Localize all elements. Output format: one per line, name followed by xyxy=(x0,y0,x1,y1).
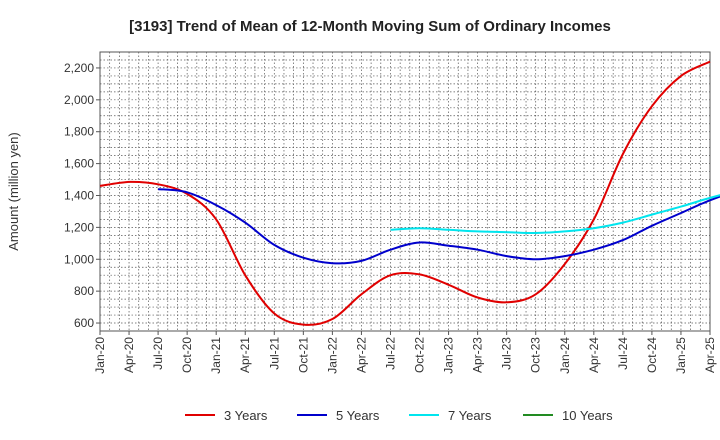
x-tick-label: Apr-21 xyxy=(238,337,252,373)
x-tick-label: Apr-24 xyxy=(587,337,601,373)
series-line-7-years xyxy=(390,194,720,235)
y-tick-label: 1,800 xyxy=(64,125,94,139)
y-tick-label: 2,200 xyxy=(64,61,94,75)
x-tick-label: Oct-22 xyxy=(413,337,427,373)
legend-label-3-years: 3 Years xyxy=(224,408,268,423)
x-tick-label: Jul-21 xyxy=(267,337,281,370)
x-tick-label: Jul-24 xyxy=(616,337,630,370)
y-tick-label: 600 xyxy=(74,316,94,330)
legend-label-5-years: 5 Years xyxy=(336,408,380,423)
y-tick-label: 1,400 xyxy=(64,188,94,202)
x-tick-label: Oct-24 xyxy=(645,337,659,373)
x-tick-label: Jan-24 xyxy=(558,337,572,374)
x-tick-label: Oct-20 xyxy=(180,337,194,373)
y-axis-label: Amount (million yen) xyxy=(6,132,21,251)
legend-label-7-years: 7 Years xyxy=(448,408,492,423)
y-tick-label: 1,600 xyxy=(64,157,94,171)
x-tick-label: Apr-25 xyxy=(703,337,717,373)
x-tick-label: Apr-22 xyxy=(354,337,368,373)
x-tick-label: Oct-23 xyxy=(529,337,543,373)
series-line-3-years xyxy=(99,60,711,326)
legend: 3 Years 5 Years 7 Years 10 Years xyxy=(185,408,613,423)
y-tick-label: 800 xyxy=(74,284,94,298)
x-tick-label: Jul-23 xyxy=(500,337,514,370)
y-tick-label: 2,000 xyxy=(64,93,94,107)
x-axis: Jan-20 Apr-20 Jul-20 Oct-20 Jan-21 Apr-21 Jul-… xyxy=(93,331,717,374)
grid xyxy=(99,51,711,331)
x-tick-label: Jul-20 xyxy=(151,337,165,370)
y-axis: 600 800 1,000 1,200 1,400 1,600 1,800 2,000 2,20… xyxy=(64,61,100,330)
y-tick-label: 1,200 xyxy=(64,220,94,234)
x-tick-label: Jan-23 xyxy=(442,337,456,374)
series-layer xyxy=(99,60,720,326)
x-tick-label: Jul-22 xyxy=(383,337,397,370)
x-tick-label: Jan-20 xyxy=(93,337,107,374)
x-tick-label: Jan-25 xyxy=(674,337,688,374)
plot-area xyxy=(99,51,711,332)
x-tick-label: Apr-23 xyxy=(471,337,485,373)
y-tick-label: 1,000 xyxy=(64,252,94,266)
x-tick-label: Jan-22 xyxy=(325,337,339,374)
x-tick-label: Apr-20 xyxy=(122,337,136,373)
legend-label-10-years: 10 Years xyxy=(562,408,613,423)
chart-title: [3193] Trend of Mean of 12-Month Moving … xyxy=(129,18,611,35)
x-tick-label: Oct-21 xyxy=(296,337,310,373)
x-tick-label: Jan-21 xyxy=(209,337,223,374)
series-line-5-years xyxy=(157,188,720,265)
